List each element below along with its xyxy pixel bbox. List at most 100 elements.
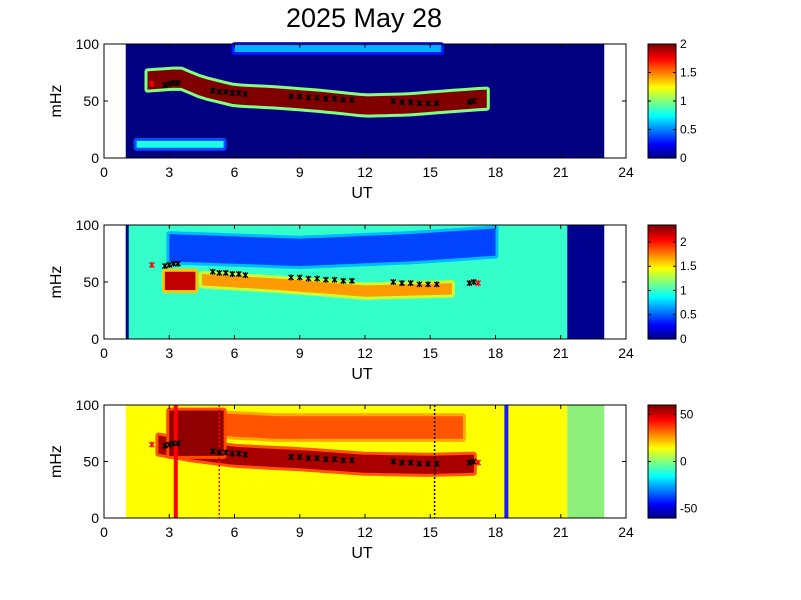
colorbar-segment (648, 125, 676, 129)
colorbar-segment (648, 410, 676, 413)
colorbar-segment (648, 269, 676, 272)
data-marker (466, 280, 473, 287)
data-marker (170, 79, 177, 86)
colorbar-segment (648, 255, 676, 258)
colorbar-segment (648, 484, 676, 487)
colorbar-segment (648, 500, 676, 503)
colorbar-segment (648, 331, 676, 335)
x-tick-label: 9 (296, 345, 304, 361)
x-tick-label: 18 (488, 345, 504, 361)
colorbar-segment (648, 283, 676, 287)
colorbar-segment (648, 454, 676, 457)
data-marker (399, 280, 405, 287)
data-marker (209, 448, 216, 455)
figure-title: 2025 May 28 (286, 3, 442, 33)
y-tick-label: 50 (83, 274, 99, 290)
colorbar-segment (648, 312, 676, 315)
colorbar-segment (648, 495, 676, 498)
colorbar-segment (648, 154, 676, 157)
data-marker (242, 91, 249, 98)
x-axis-label: UT (351, 366, 373, 383)
data-marker (216, 449, 223, 456)
colorbar-frame (647, 224, 677, 340)
data-marker (170, 260, 177, 267)
colorbar-segment (648, 422, 676, 426)
colorbar-segment (648, 282, 676, 285)
colorbar-tick-label: -50 (680, 502, 698, 516)
colorbar-segment (648, 438, 676, 441)
colorbar-segment (648, 265, 676, 269)
colorbar-segment (648, 412, 676, 415)
colorbar-segment (648, 133, 676, 136)
data-marker (466, 99, 473, 106)
x-tick-label: 6 (231, 164, 239, 180)
colorbar-segment (648, 496, 676, 500)
colorbar-segment (648, 150, 676, 154)
colorbar-segment (648, 322, 676, 326)
colorbar-tick-label: 0 (680, 455, 687, 469)
colorbar-segment (648, 289, 676, 292)
data-marker (288, 274, 295, 281)
colorbar-tick-label: 0 (680, 151, 687, 165)
panel-1: 0 3 6 9 12 15 18 21 24 0 50 100 UT mHz 0 0.5 1 1.5 2 (48, 36, 697, 202)
data-marker (288, 453, 295, 460)
colorbar-tick-label: 0 (680, 332, 687, 346)
x-axis-label: UT (351, 185, 373, 202)
heatmap-feature (234, 45, 442, 52)
colorbar-segment (648, 248, 676, 251)
data-marker (390, 458, 397, 465)
data-marker (331, 276, 338, 283)
data-marker (470, 98, 477, 104)
colorbar-segment (648, 86, 676, 90)
y-tick-label: 100 (76, 397, 100, 413)
colorbar-segment (648, 131, 676, 134)
data-marker (174, 260, 181, 267)
colorbar-segment (648, 278, 676, 281)
colorbar-segment (648, 463, 676, 466)
x-tick-label: 15 (422, 164, 438, 180)
data-marker (433, 460, 440, 467)
colorbar-segment (648, 465, 676, 468)
colorbar-segment (648, 58, 676, 61)
colorbar-segment (648, 106, 676, 109)
colorbar-segment (648, 480, 676, 484)
data-marker (229, 271, 236, 278)
data-marker (399, 99, 405, 106)
colorbar-segment (648, 470, 676, 473)
colorbar-segment (648, 435, 676, 438)
colorbar-tick-label: 0.5 (680, 123, 697, 137)
x-axis-label: UT (351, 545, 373, 562)
colorbar-segment (648, 138, 676, 141)
colorbar-segment (648, 156, 676, 159)
colorbar-segment (648, 505, 676, 509)
colorbar-segment (648, 68, 676, 72)
x-tick-label: 3 (165, 524, 173, 540)
data-marker (166, 80, 173, 87)
colorbar-segment (648, 507, 676, 510)
data-marker (305, 275, 312, 282)
colorbar-segment (648, 149, 676, 152)
data-marker (433, 281, 440, 288)
data-marker (222, 449, 229, 456)
colorbar-segment (648, 456, 676, 459)
colorbar-tick-label: 2 (680, 235, 687, 249)
colorbar-segment (648, 260, 676, 264)
colorbar-segment (648, 317, 676, 321)
x-tick-label: 9 (296, 164, 304, 180)
y-tick-label: 50 (83, 454, 99, 470)
x-tick-label: 0 (100, 345, 108, 361)
x-tick-label: 15 (422, 524, 438, 540)
y-axis-label: mHz (48, 266, 65, 299)
data-marker (216, 88, 223, 95)
heatmap-edge-line (125, 225, 129, 339)
y-tick-label: 0 (91, 331, 99, 347)
colorbar-segment (648, 257, 676, 260)
colorbar-segment (648, 44, 676, 47)
x-tick-label: 12 (357, 164, 373, 180)
colorbar-segment (648, 324, 676, 328)
x-tick-label: 18 (488, 524, 504, 540)
colorbar-segment (648, 241, 676, 244)
colorbar-segment (648, 120, 676, 123)
colorbar-segment (648, 104, 676, 107)
colorbar-segment (648, 452, 676, 456)
